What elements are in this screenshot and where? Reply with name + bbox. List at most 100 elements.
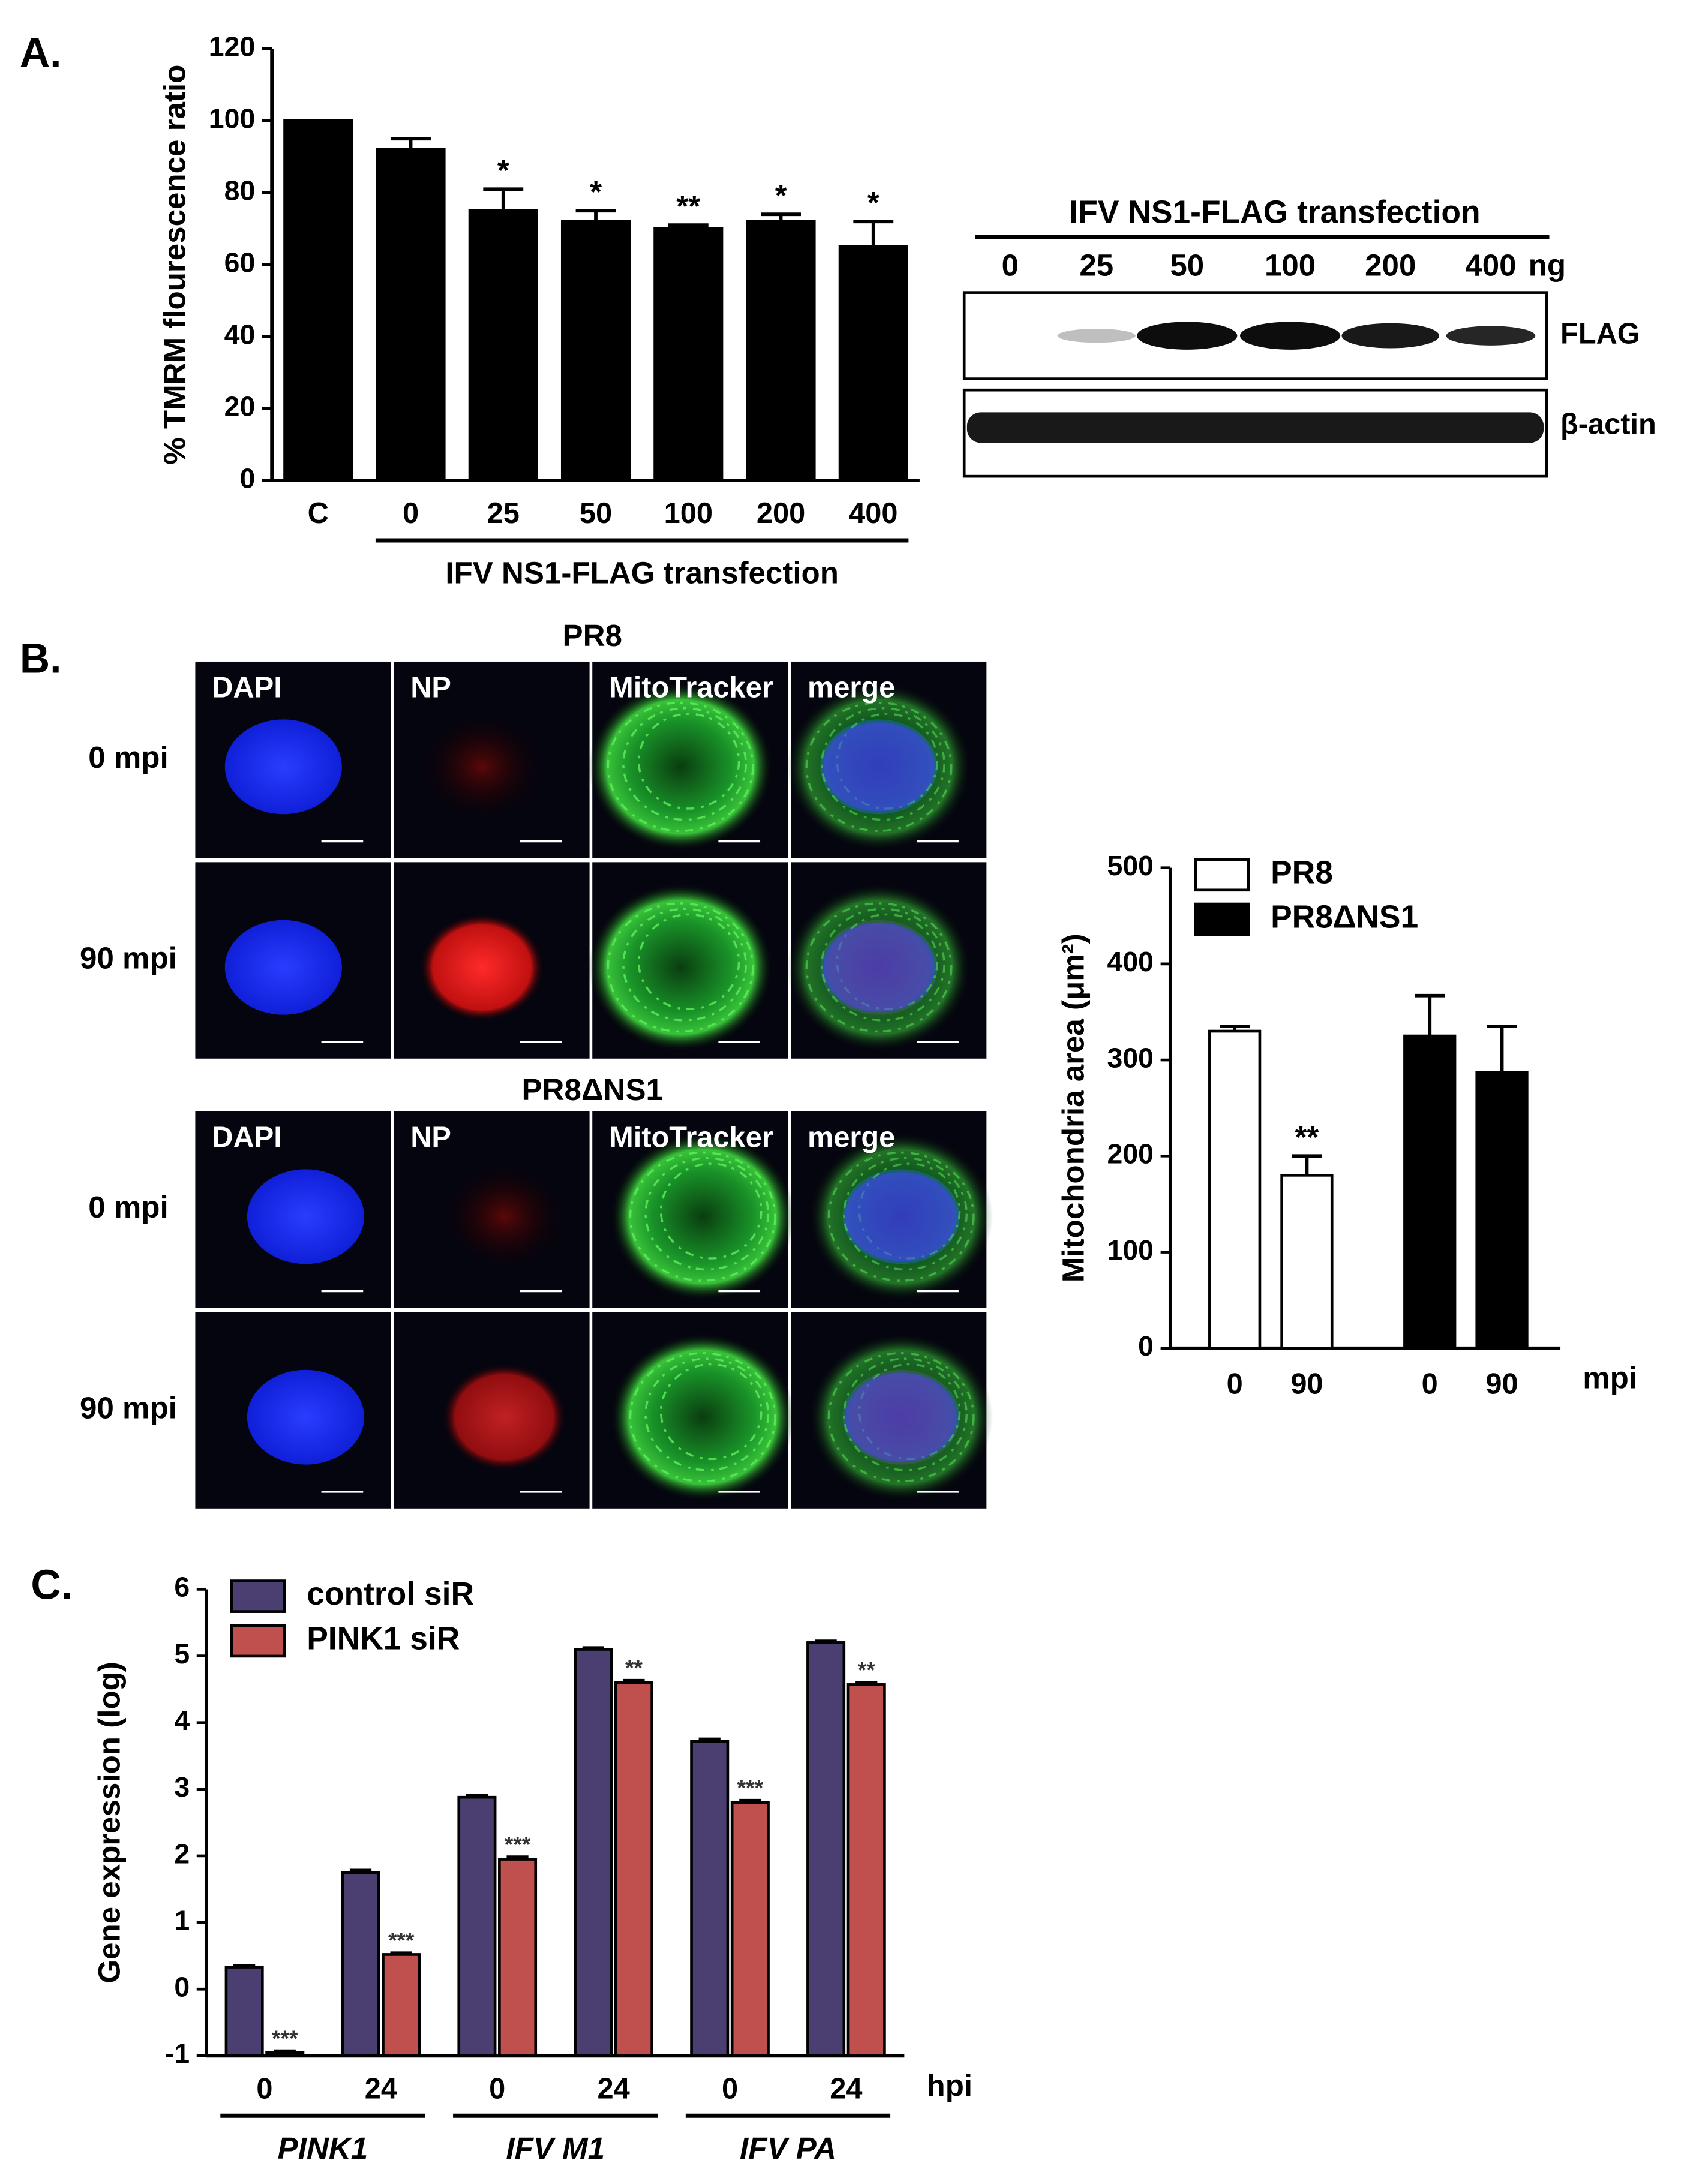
- band: [1239, 322, 1341, 350]
- group-label: IFV NS1-FLAG transfection: [445, 556, 839, 590]
- y-tick-label: 120: [209, 31, 255, 62]
- mito: [610, 1333, 795, 1501]
- row-label: 90 mpi: [80, 1391, 177, 1425]
- y-tick-label: 3: [174, 1771, 190, 1803]
- bar: [265, 2051, 305, 2057]
- significance-label: ***: [272, 2026, 298, 2051]
- significance-label: ***: [737, 1775, 764, 1800]
- significance-label: **: [625, 1655, 643, 1680]
- lane-label: 50: [1170, 248, 1204, 282]
- channel-label: DAPI: [212, 1121, 281, 1153]
- mito-network: [659, 1363, 763, 1461]
- significance-label: **: [1295, 1120, 1319, 1154]
- bar: [498, 1858, 538, 2057]
- y-tick-label: 0: [239, 462, 255, 494]
- x-tick-label: 24: [598, 2072, 630, 2105]
- y-axis-label: % TMRM flourescence ratio: [158, 65, 192, 465]
- channel-label: MitoTracker: [609, 671, 773, 704]
- y-tick-label: 5: [174, 1638, 190, 1669]
- bar: [224, 1966, 264, 2057]
- y-tick-label: 100: [209, 103, 255, 134]
- mito-network: [805, 902, 953, 1033]
- bar: [653, 227, 724, 482]
- micrograph: MitoTracker: [588, 661, 788, 858]
- y-axis-label: Mitochondria area (μm²): [1056, 933, 1090, 1282]
- panel-label: C.: [31, 1561, 73, 1608]
- mito-network: [821, 908, 945, 1022]
- x-tick-label: 0: [256, 2072, 272, 2105]
- y-tick-label: 100: [1107, 1234, 1154, 1266]
- mito: [588, 884, 773, 1051]
- y-tick-label: 0: [1138, 1330, 1154, 1362]
- band: [1057, 329, 1136, 343]
- x-tick-label: 200: [757, 497, 805, 530]
- y-tick-label: 60: [224, 247, 256, 278]
- bar: [468, 209, 538, 482]
- micrograph: NP: [394, 661, 590, 858]
- y-tick-label: 1: [174, 1904, 190, 1936]
- micrograph: [791, 1312, 993, 1509]
- mito-network: [659, 1162, 763, 1260]
- x-unit: mpi: [1583, 1361, 1637, 1395]
- panel-label: B.: [20, 635, 62, 681]
- bar: [730, 1801, 770, 2057]
- x-tick-label: 90: [1485, 1368, 1518, 1400]
- channel-label: NP: [410, 1121, 451, 1153]
- significance-label: *: [867, 185, 879, 220]
- mito-network: [622, 908, 747, 1022]
- micrograph: [787, 862, 987, 1059]
- legend-swatch: [1194, 902, 1250, 936]
- x-tick-label: 90: [1290, 1368, 1323, 1400]
- legend-label: PR8: [1271, 855, 1333, 890]
- blot: [962, 235, 1550, 478]
- mito-network: [637, 713, 740, 810]
- nucleus: [224, 719, 342, 815]
- legend-label: PR8ΔNS1: [1271, 900, 1418, 935]
- bar: [746, 220, 816, 482]
- y-tick-label: 40: [224, 319, 256, 350]
- bar: [574, 1648, 613, 2057]
- x-tick-label: 24: [365, 2072, 397, 2105]
- micrograph: DAPI: [195, 1111, 391, 1308]
- bar: [1403, 1034, 1457, 1350]
- row-label: 0 mpi: [88, 740, 168, 774]
- group-label: PINK1: [278, 2131, 368, 2165]
- significance-label: ***: [505, 1831, 531, 1856]
- x-unit: hpi: [927, 2068, 973, 2102]
- significance-label: *: [590, 175, 602, 209]
- micrograph: [195, 862, 391, 1059]
- channel-label: merge: [808, 671, 895, 704]
- row-label: 0 mpi: [88, 1190, 168, 1224]
- micrograph: MitoTracker: [592, 1111, 795, 1308]
- row-label: 90 mpi: [80, 941, 177, 975]
- channel-label: MitoTracker: [609, 1121, 773, 1153]
- significance-label: ***: [388, 1927, 415, 1952]
- micrograph: [394, 862, 590, 1059]
- lane-unit: ng: [1529, 248, 1566, 282]
- band: [1446, 326, 1536, 346]
- significance-label: **: [858, 1657, 875, 1682]
- y-tick-label: 6: [174, 1572, 190, 1603]
- x-tick-label: 24: [830, 2072, 862, 2105]
- y-axis-label: Gene expression (log): [92, 1662, 127, 1983]
- micrograph-title: PR8ΔNS1: [521, 1073, 662, 1107]
- blot-title: IFV NS1-FLAG transfection: [1069, 195, 1480, 230]
- bar: [847, 1683, 886, 2057]
- y-tick-label: 0: [174, 1972, 190, 2003]
- band: [1137, 322, 1238, 350]
- bar: [1475, 1071, 1529, 1350]
- channel-label: DAPI: [212, 671, 281, 704]
- mito-network: [629, 1151, 776, 1282]
- lane-label: 0: [1002, 248, 1019, 282]
- mito-network: [827, 1151, 975, 1282]
- legend-swatch: [1194, 858, 1250, 892]
- mito-network: [821, 707, 945, 821]
- np-signal: [443, 1164, 566, 1270]
- y-tick-label: 2: [174, 1838, 190, 1869]
- channel-label: NP: [410, 671, 451, 704]
- band: [966, 412, 1544, 443]
- np-signal: [443, 1364, 566, 1470]
- mito: [610, 1133, 795, 1300]
